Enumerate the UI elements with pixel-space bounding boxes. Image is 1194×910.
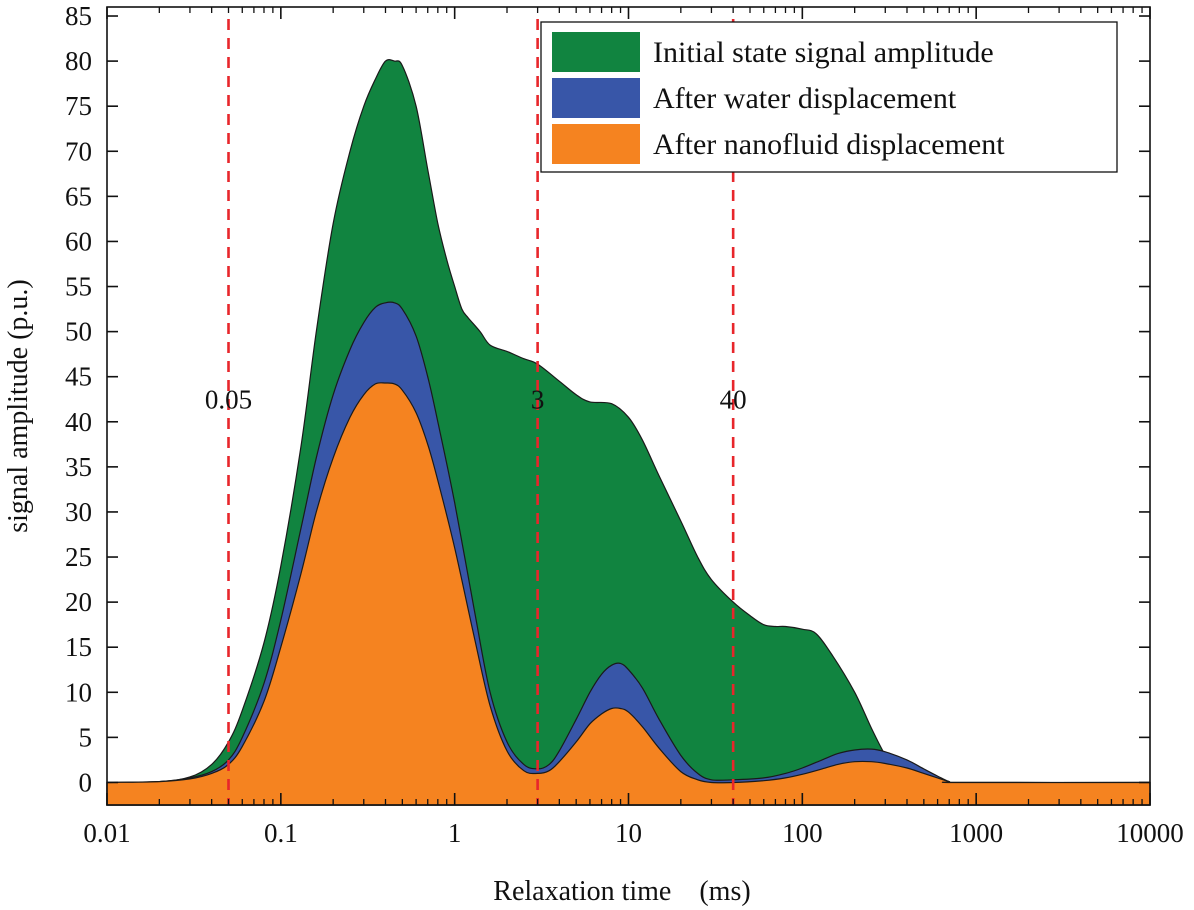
y-tick-label: 45 <box>65 362 92 392</box>
y-tick-label: 85 <box>65 1 92 31</box>
x-axis-title: Relaxation time (ms) <box>493 876 750 907</box>
x-tick-label: 1000 <box>949 818 1003 848</box>
reference-lines-group: 0.05 3 40 <box>205 19 747 805</box>
vline-label-40: 40 <box>720 384 747 414</box>
y-tick-label: 20 <box>65 587 92 617</box>
x-tick-label: 0.01 <box>83 818 130 848</box>
x-tick-label: 0.1 <box>264 818 298 848</box>
x-axis-ticks: 0.01 0.1 1 10 100 1000 10000 <box>83 7 1184 848</box>
legend-label-initial-state-signal-amplitude: Initial state signal amplitude <box>653 36 994 69</box>
y-axis-ticks: 0 5 10 15 20 25 30 35 40 45 50 55 60 65 70 75 80 85 <box>65 1 1150 797</box>
y-tick-label: 60 <box>65 226 92 256</box>
y-tick-label: 75 <box>65 91 92 121</box>
x-tick-label: 100 <box>782 818 823 848</box>
y-tick-label: 15 <box>65 632 92 662</box>
y-tick-label: 70 <box>65 136 92 166</box>
y-tick-label: 80 <box>65 46 92 76</box>
y-tick-label: 55 <box>65 272 92 302</box>
y-axis-title: signal amplitude (p.u.) <box>3 279 34 533</box>
legend: Initial state signal amplitude After wate… <box>540 21 1118 173</box>
y-tick-label: 50 <box>65 317 92 347</box>
legend-swatch-after-water-displacement <box>552 78 640 118</box>
area-after-nanofluid-displacement <box>106 382 1151 806</box>
y-tick-label: 10 <box>65 677 92 707</box>
y-tick-label: 0 <box>79 767 93 797</box>
legend-label-after-water-displacement: After water displacement <box>653 82 957 115</box>
y-tick-label: 25 <box>65 542 92 572</box>
vline-label-3: 3 <box>531 384 545 414</box>
y-tick-label: 35 <box>65 452 92 482</box>
area-series-group <box>106 59 1151 806</box>
legend-label-after-nanofluid-displacement: After nanofluid displacement <box>653 128 1005 161</box>
x-tick-label: 10000 <box>1116 818 1184 848</box>
y-tick-label: 65 <box>65 181 92 211</box>
x-tick-label: 1 <box>448 818 462 848</box>
legend-swatch-initial-state-signal-amplitude <box>552 32 640 72</box>
legend-swatch-after-nanofluid-displacement <box>552 124 640 164</box>
vline-label-0-05: 0.05 <box>205 384 252 414</box>
x-tick-label: 10 <box>615 818 642 848</box>
y-tick-label: 40 <box>65 407 92 437</box>
y-tick-label: 30 <box>65 497 92 527</box>
y-tick-label: 5 <box>79 722 93 752</box>
